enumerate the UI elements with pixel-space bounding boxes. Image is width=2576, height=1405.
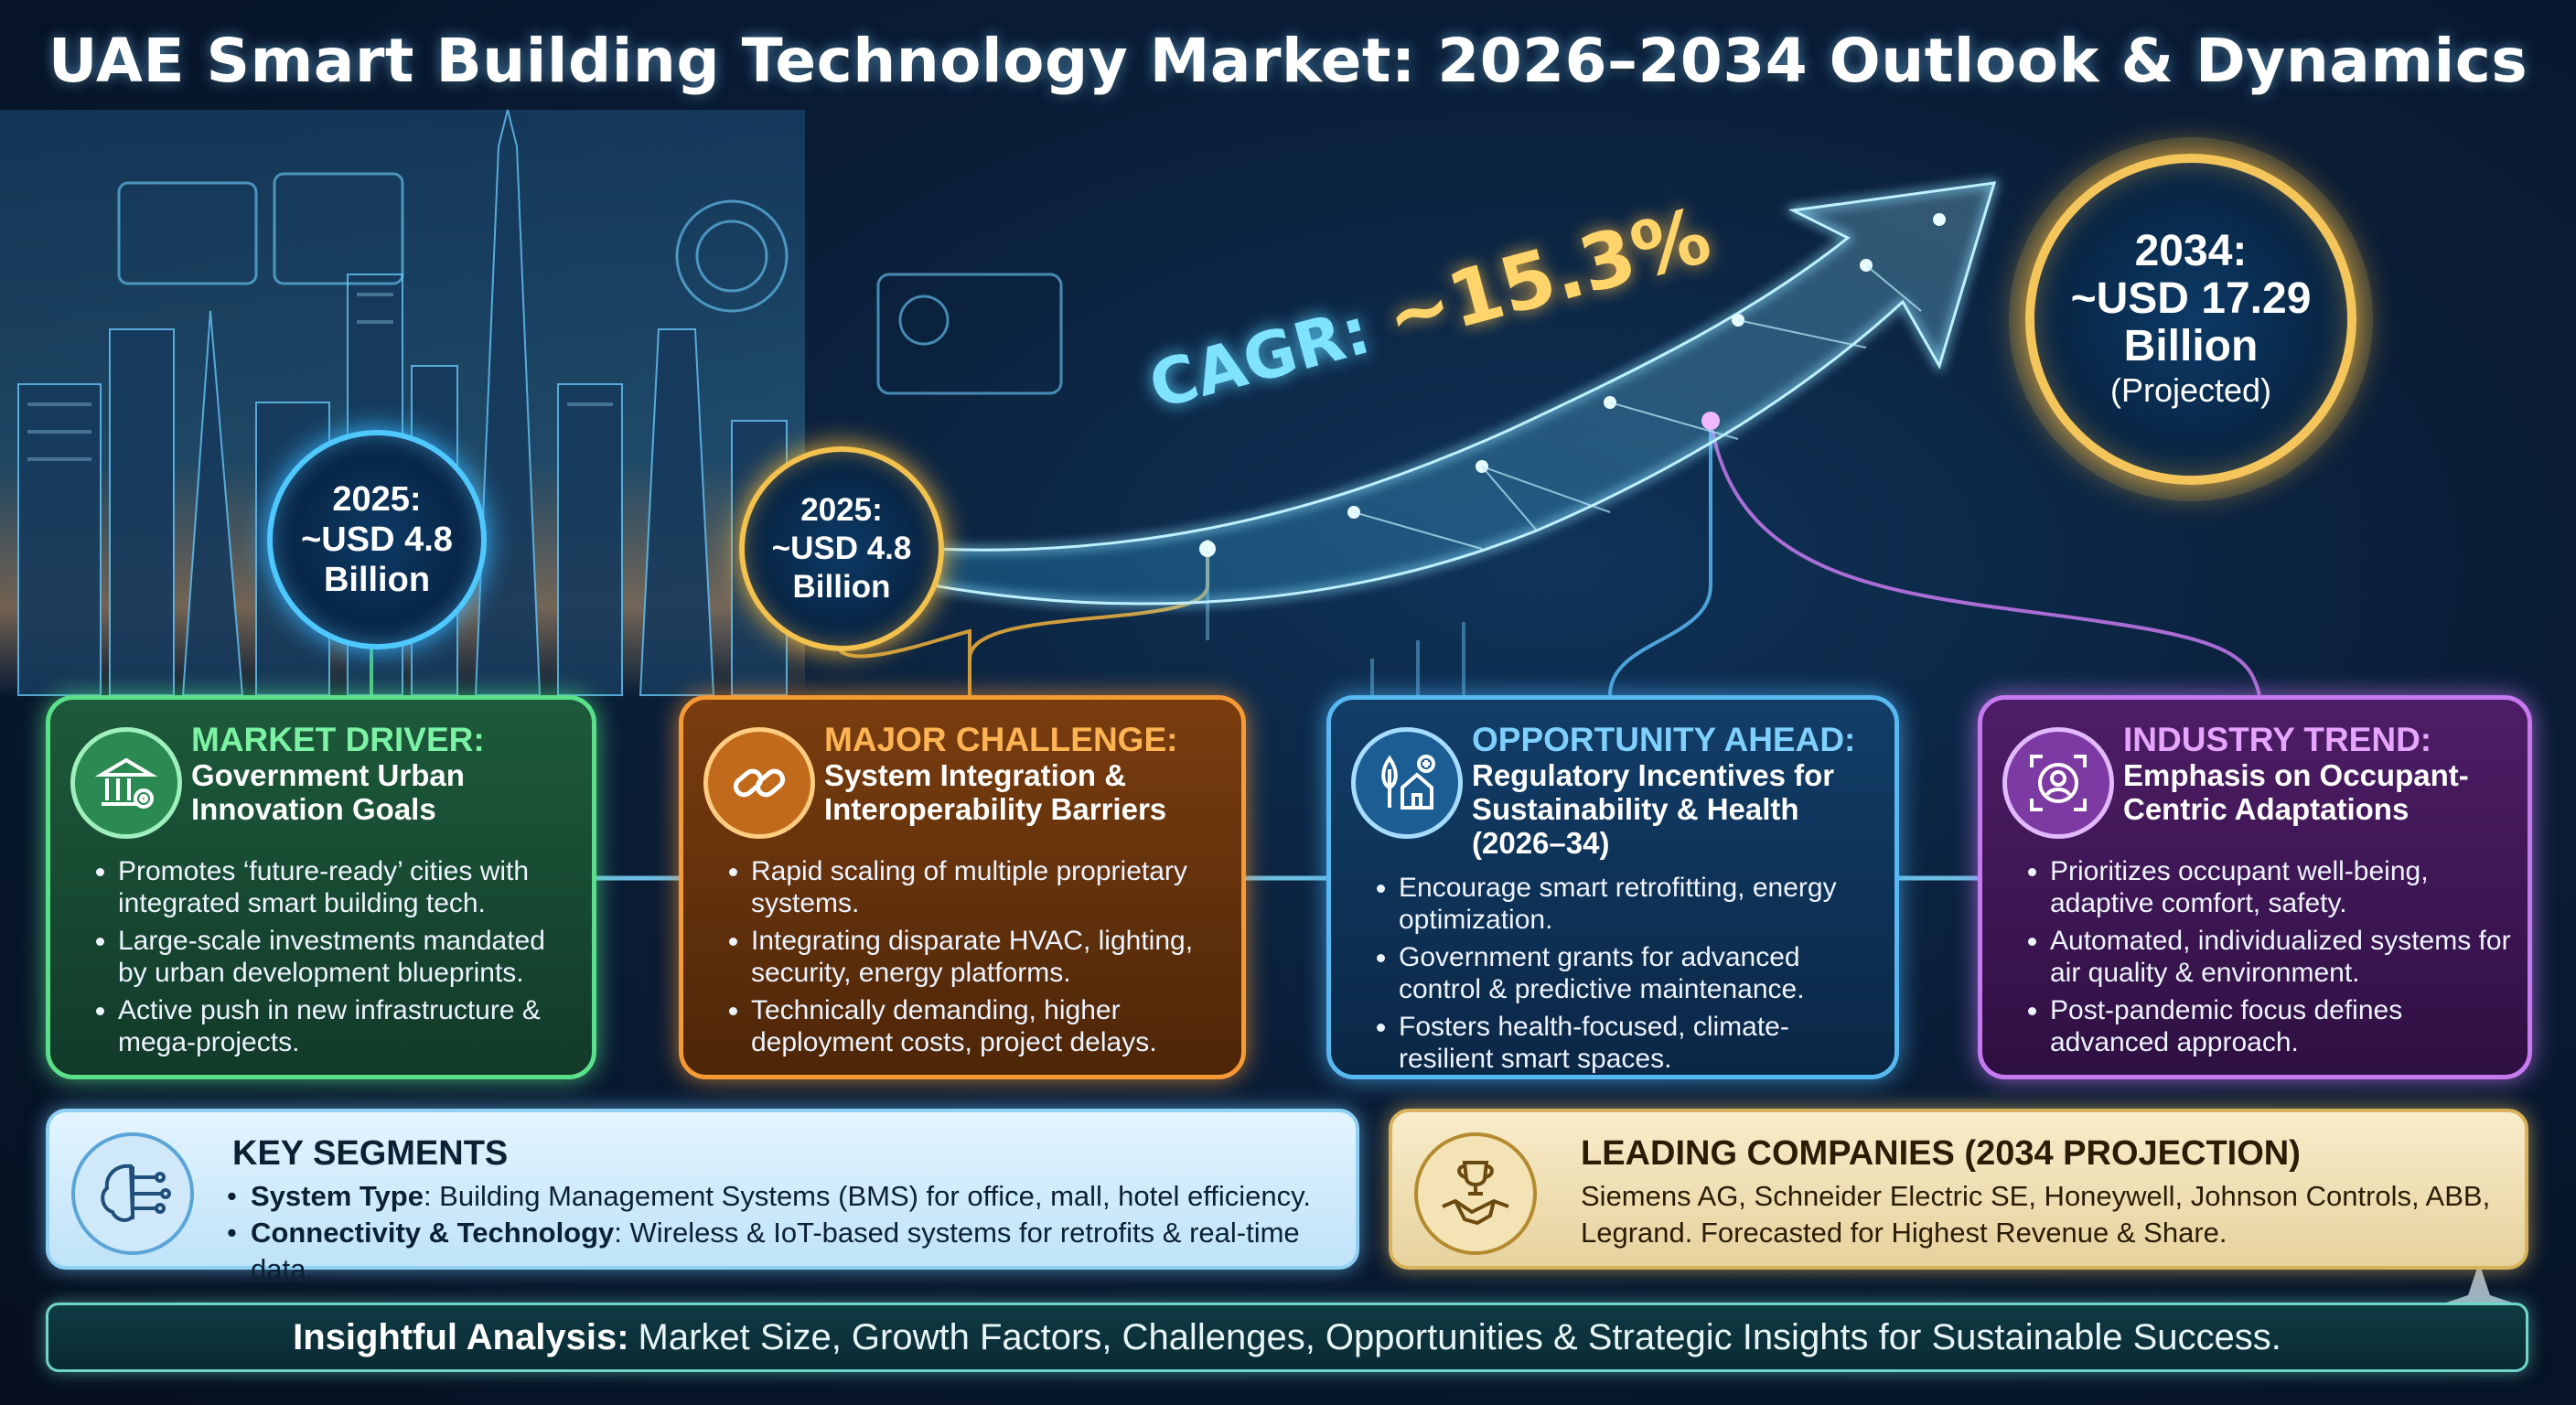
panel-title: LEADING COMPANIES (2034 PROJECTION) [1581,1134,2301,1173]
list-item: Promotes ‘future-ready’ cities with inte… [118,855,575,919]
eco-house-icon [1351,727,1463,839]
companies-line: Legrand. Forecasted for Highest Revenue … [1581,1217,2227,1249]
bullet-list: Encourage smart retrofitting, energy opt… [1368,872,1878,1080]
card-subheading: Government Urban Innovation Goals [191,758,465,826]
chain-link-icon [703,727,815,839]
key-segments-panel: KEY SEGMENTS System Type: Building Manag… [46,1109,1359,1285]
list-item: Automated, individualized systems for ai… [2050,925,2511,989]
bullet-list: Rapid scaling of multiple proprietary sy… [720,855,1225,1064]
card-subheading: Regulatory Incentives for Sustainability… [1472,758,1835,860]
footer-banner: Insightful Analysis: Market Size, Growth… [46,1303,2528,1372]
page-title: UAE Smart Building Technology Market: 20… [48,26,2528,96]
list-item: Technically demanding, higher deployment… [751,994,1225,1058]
list-item: Integrating disparate HVAC, lighting, se… [751,925,1225,989]
industry-trend-card: INDUSTRY TREND: Emphasis on Occupant-Cen… [1978,695,2532,1079]
market-size-bubble-2025-middle: 2025: ~USD 4.8 Billion [739,446,944,651]
list-item: Encourage smart retrofitting, energy opt… [1399,872,1878,936]
panel-title: KEY SEGMENTS [232,1134,509,1173]
circuit-brain-icon [71,1132,194,1255]
list-item: Active push in new infrastructure & mega… [118,994,575,1058]
list-item: Large-scale investments mandated by urba… [118,925,575,989]
bubble-value: ~USD 17.29 [2070,274,2312,323]
bubble-unit: Billion [2123,322,2259,370]
opportunity-card: OPPORTUNITY AHEAD: Regulatory Incentives… [1326,695,1899,1079]
footer-lead: Insightful Analysis: [293,1316,629,1357]
bubble-value: ~USD 4.8 [301,520,453,559]
card-subheading: System Integration & Interoperability Ba… [824,758,1167,826]
segment-label: System Type [251,1180,424,1212]
bubble-unit: Billion [323,561,431,599]
footer-text: Market Size, Growth Factors, Challenges,… [638,1316,2281,1357]
card-heading: MAJOR CHALLENGE: [824,721,1178,758]
segment-text: : Wireless & IoT-based systems for retro… [251,1217,1300,1285]
segment-label: Connectivity & Technology [251,1217,615,1249]
bubble-year: 2034: [2134,227,2248,275]
market-driver-card: MARKET DRIVER: Government Urban Innovati… [46,695,596,1079]
growth-arrow [930,179,1998,606]
list-item: Government grants for advanced control &… [1399,941,1878,1005]
segment-text: : Building Management Systems (BMS) for … [423,1180,1311,1212]
card-heading: INDUSTRY TREND: [2123,721,2432,758]
list-item: Fosters health-focused, climate-resilien… [1399,1011,1878,1075]
major-challenge-card: MAJOR CHALLENGE: System Integration & In… [679,695,1246,1079]
government-building-gear-icon [70,727,182,839]
segment-row: Connectivity & Technology: Wireless & Io… [227,1215,1337,1288]
trophy-handshake-icon [1414,1132,1537,1255]
market-size-bubble-2034: 2034: ~USD 17.29 Billion (Projected) [2025,154,2356,485]
list-item: Prioritizes occupant well-being, adaptiv… [2050,855,2511,919]
bubble-note: (Projected) [2109,371,2272,409]
bubble-value: ~USD 4.8 [771,531,912,566]
bubble-year: 2025: [800,492,883,528]
list-item: Post-pandemic focus defines advanced app… [2050,994,2511,1058]
bullet-list: Prioritizes occupant well-being, adaptiv… [2019,855,2511,1064]
leading-companies-panel: LEADING COMPANIES (2034 PROJECTION) Siem… [1389,1109,2528,1270]
card-subheading: Emphasis on Occupant-Centric Adaptations [2123,758,2469,826]
bullet-list: Promotes ‘future-ready’ cities with inte… [87,855,575,1064]
card-heading: MARKET DRIVER: [191,721,485,758]
bubble-year: 2025: [332,480,422,519]
occupant-focus-icon [2002,727,2114,839]
segment-row: System Type: Building Management Systems… [227,1178,1337,1215]
card-heading: OPPORTUNITY AHEAD: [1472,721,1856,758]
bubble-unit: Billion [792,569,891,605]
companies-line: Siemens AG, Schneider Electric SE, Honey… [1581,1180,2491,1212]
market-size-bubble-2025-left: 2025: ~USD 4.8 Billion [267,430,487,649]
list-item: Rapid scaling of multiple proprietary sy… [751,855,1225,919]
